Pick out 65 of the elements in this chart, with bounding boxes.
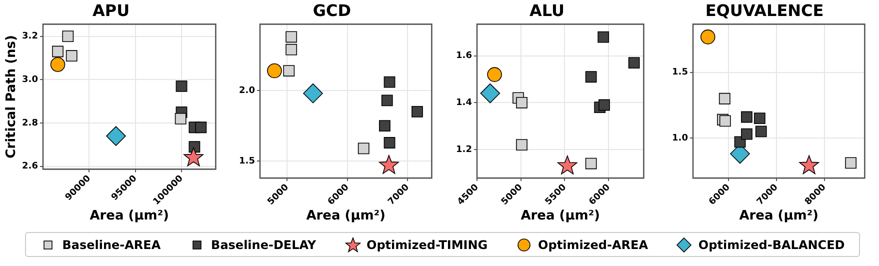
point bbox=[176, 80, 188, 92]
legend-label: Optimized-TIMING bbox=[366, 238, 488, 252]
y-tick-label: 1.2 bbox=[456, 144, 472, 155]
point bbox=[358, 142, 370, 154]
chart-title: APU bbox=[92, 0, 130, 20]
point bbox=[286, 31, 298, 43]
x-axis-title: Area (µm²) bbox=[739, 208, 818, 224]
point bbox=[754, 112, 766, 124]
point bbox=[379, 120, 390, 132]
point bbox=[283, 65, 295, 76]
chart-title: GCD bbox=[312, 0, 352, 20]
point bbox=[184, 147, 204, 166]
point bbox=[516, 139, 528, 150]
y-tick-label: 2.8 bbox=[22, 118, 38, 128]
point bbox=[480, 83, 500, 104]
legend-label: Optimized-BALANCED bbox=[698, 238, 845, 252]
point bbox=[52, 46, 64, 58]
legend-label: Optimized-AREA bbox=[538, 238, 648, 252]
y-tick-label: 1.6 bbox=[456, 51, 472, 62]
point bbox=[718, 92, 730, 104]
point bbox=[195, 122, 207, 134]
point bbox=[628, 57, 640, 69]
point bbox=[585, 71, 597, 83]
y-tick-label: 1.4 bbox=[456, 98, 472, 108]
point bbox=[379, 154, 399, 174]
y-tick-label: 1.5 bbox=[239, 156, 255, 166]
point bbox=[741, 128, 752, 140]
point bbox=[700, 30, 716, 44]
point bbox=[303, 83, 323, 104]
y-axis-title: Critical Path (ns) bbox=[4, 35, 20, 158]
legend-label: Baseline-AREA bbox=[62, 238, 161, 252]
point bbox=[174, 112, 186, 124]
point bbox=[286, 44, 298, 56]
x-axis-title: Area (µm²) bbox=[520, 208, 600, 224]
point bbox=[557, 155, 578, 174]
x-axis-title: Area (µm²) bbox=[306, 208, 386, 224]
y-tick-label: 1.0 bbox=[672, 133, 688, 144]
point bbox=[845, 157, 856, 169]
point bbox=[267, 63, 282, 78]
y-tick-label: 2.0 bbox=[239, 86, 255, 96]
x-axis-title: Area (µm²) bbox=[90, 208, 169, 224]
point bbox=[741, 111, 752, 123]
point bbox=[487, 67, 502, 82]
point bbox=[106, 126, 126, 146]
y-tick-label: 3.2 bbox=[22, 32, 38, 42]
y-tick-label: 2.6 bbox=[22, 162, 38, 172]
chart-title: EQUVALENCE bbox=[705, 0, 824, 20]
point bbox=[799, 155, 819, 174]
point bbox=[50, 57, 66, 72]
point bbox=[384, 76, 396, 88]
point bbox=[62, 30, 74, 42]
point bbox=[755, 126, 767, 138]
legend-label: Baseline-DELAY bbox=[211, 238, 316, 252]
point bbox=[66, 50, 78, 62]
chart-title: ALU bbox=[530, 0, 564, 20]
y-tick-label: 1.5 bbox=[672, 68, 688, 78]
point bbox=[598, 99, 610, 111]
point bbox=[585, 158, 597, 170]
point bbox=[381, 94, 393, 106]
point bbox=[384, 137, 396, 148]
point bbox=[719, 115, 731, 127]
point bbox=[516, 96, 528, 108]
point bbox=[412, 106, 423, 118]
y-tick-label: 3.0 bbox=[22, 75, 38, 86]
point bbox=[598, 31, 610, 43]
